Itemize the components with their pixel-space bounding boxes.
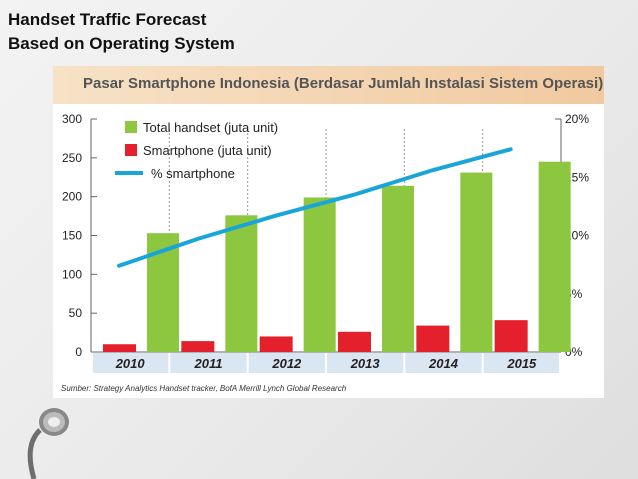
- x-tick-label: 2010: [115, 356, 146, 371]
- bar-smartphone: [259, 336, 293, 352]
- bar-smartphone: [416, 325, 450, 352]
- bar-smartphone: [103, 344, 136, 352]
- legend-label-smartphone: Smartphone (juta unit): [143, 143, 272, 158]
- bar-total-handset: [538, 161, 571, 352]
- x-tick-label: 2013: [350, 356, 381, 371]
- legend-swatch-smartphone: [125, 144, 137, 156]
- bar-smartphone: [338, 331, 371, 352]
- x-tick-label: 2014: [428, 356, 459, 371]
- y-left-tick-label: 300: [62, 112, 82, 126]
- bar-total-handset: [303, 197, 336, 352]
- slide-title-line1: Handset Traffic Forecast: [8, 10, 207, 29]
- chart-source: Sumber: Strategy Analytics Handset track…: [61, 384, 347, 393]
- x-tick-label: 2011: [194, 356, 223, 371]
- bar-smartphone: [181, 341, 215, 352]
- y-left-tick-label: 50: [69, 306, 83, 320]
- slide-title-line2: Based on Operating System: [8, 34, 235, 53]
- y-right-tick-label: 10%: [565, 229, 589, 243]
- bar-total-handset: [460, 172, 493, 352]
- y-left-tick-label: 0: [75, 345, 82, 359]
- legend-label-total: Total handset (juta unit): [143, 120, 278, 135]
- legend-label-pct: % smartphone: [151, 166, 235, 181]
- chart-header: Pasar Smartphone Indonesia (Berdasar Jum…: [53, 66, 604, 104]
- bar-total-handset: [225, 215, 258, 352]
- y-left-tick-label: 150: [62, 229, 82, 243]
- x-tick-label: 2012: [271, 356, 302, 371]
- y-left-tick-label: 100: [62, 267, 82, 281]
- x-tick-label: 2015: [506, 356, 537, 371]
- slide-title: Handset Traffic Forecast Based on Operat…: [8, 8, 235, 56]
- y-right-tick-label: 15%: [565, 170, 589, 184]
- y-left-tick-label: 200: [62, 190, 82, 204]
- legend-swatch-total: [125, 121, 137, 133]
- chart-title: Pasar Smartphone Indonesia (Berdasar Jum…: [83, 75, 604, 92]
- y-right-tick-label: 20%: [565, 112, 589, 126]
- y-left-tick-label: 250: [62, 151, 82, 165]
- bar-total-handset: [382, 185, 414, 352]
- desk-lamp-icon: [27, 408, 69, 479]
- line-pct-smartphone: [117, 147, 513, 268]
- bar-smartphone: [494, 320, 528, 352]
- chart-panel: Pasar Smartphone Indonesia (Berdasar Jum…: [53, 66, 604, 398]
